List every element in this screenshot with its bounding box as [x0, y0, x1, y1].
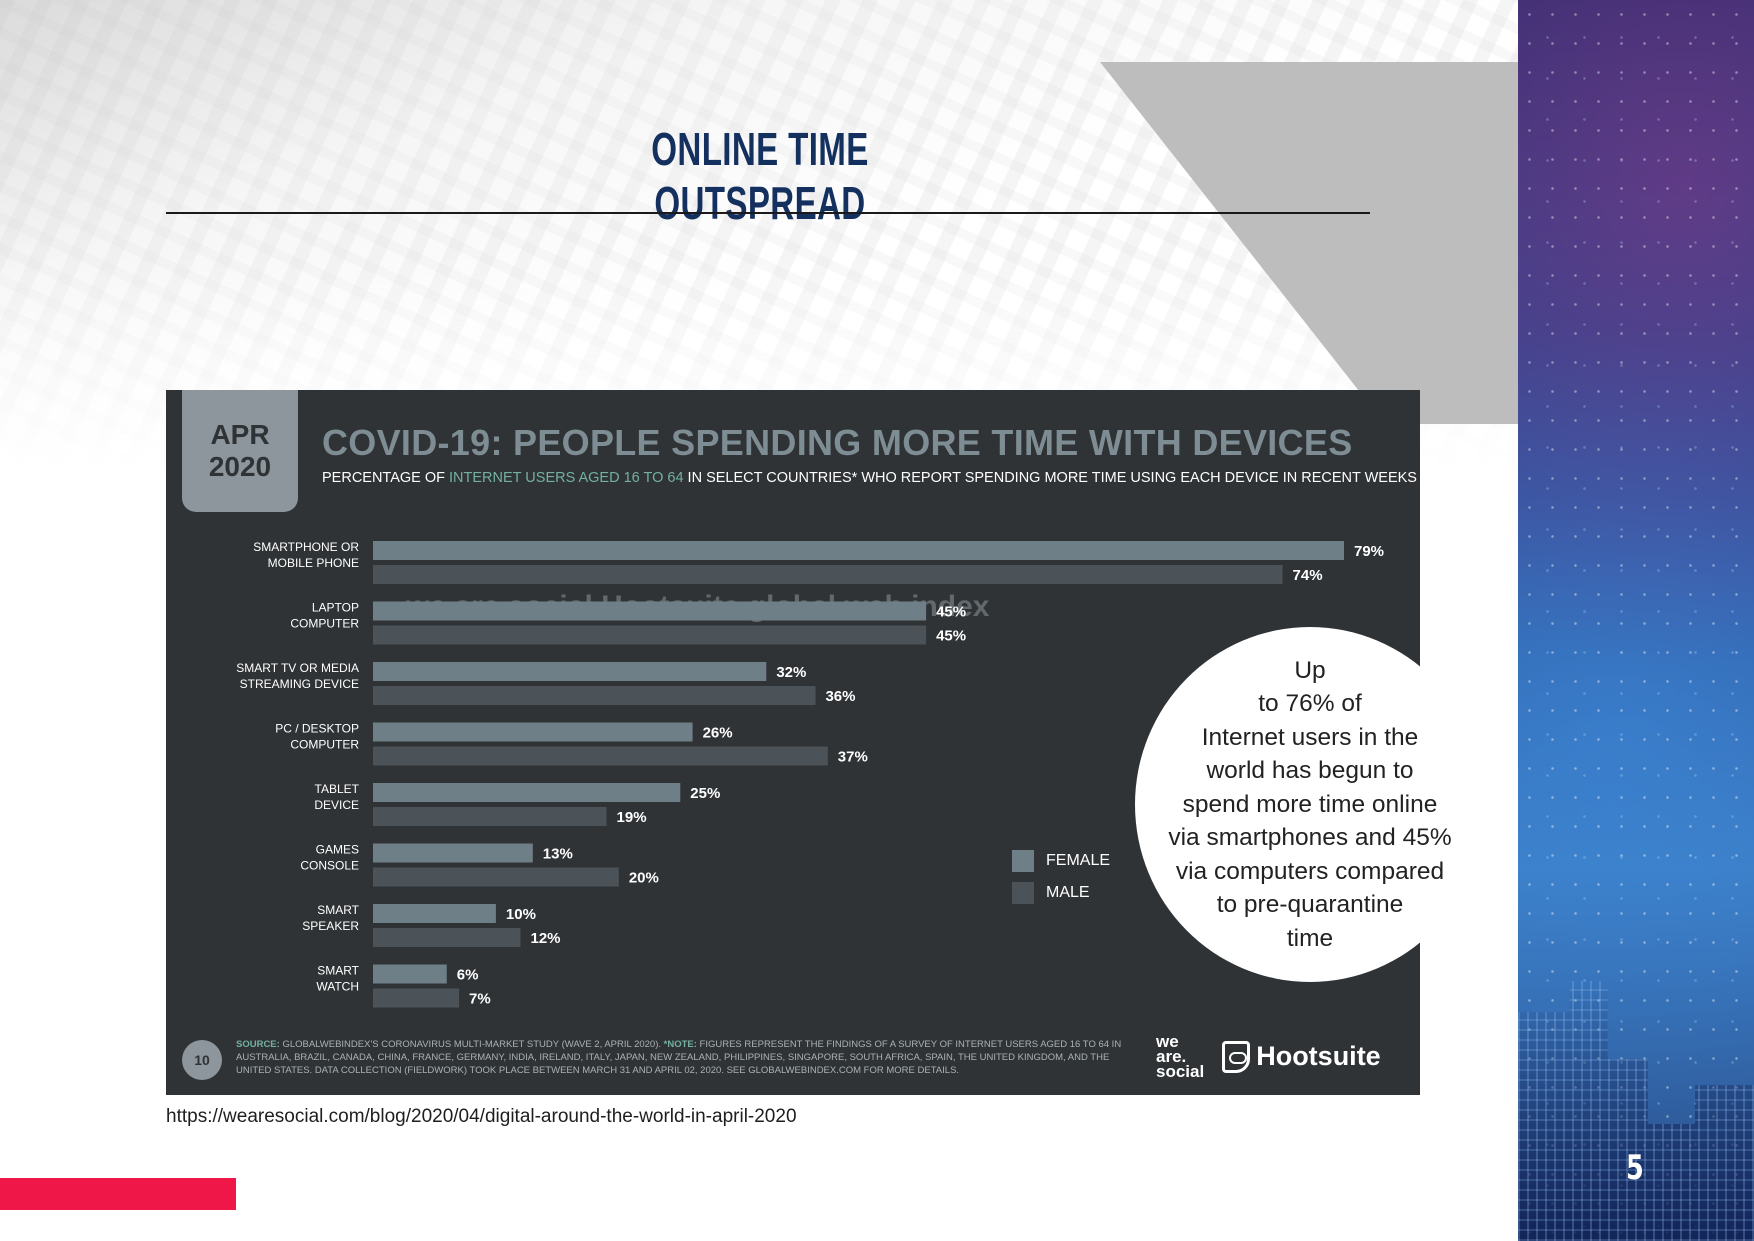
bar-male	[373, 746, 828, 766]
we-are-social-logo: we are. social	[1156, 1032, 1205, 1081]
bar-value-label: 26%	[703, 725, 733, 742]
bar-male	[373, 928, 521, 947]
category-label: GAMES CONSOLE	[300, 843, 359, 873]
bar-value-label: 10%	[506, 906, 536, 923]
chart-title: COVID-19: PEOPLE SPENDING MORE TIME WITH…	[322, 422, 1353, 463]
bar-female	[373, 541, 1344, 560]
callout-circle: Up to 76% of Internet users in the world…	[1135, 627, 1485, 982]
bar-chart: SMARTPHONE OR MOBILE PHONE 79% 74% LAPTOP COM…	[236, 540, 1384, 1008]
category-label: SMARTPHONE OR MOBILE PHONE	[253, 540, 359, 570]
note-text: FIGURES REPRESENT THE FINDINGS OF A SURV…	[236, 1039, 1122, 1076]
category-label: LAPTOP COMPUTER	[290, 601, 359, 631]
bar-value-label: 37%	[838, 749, 868, 766]
category-label: TABLET DEVICE	[314, 782, 359, 812]
date-year: 2020	[208, 451, 272, 482]
legend-label-male: MALE	[1046, 884, 1090, 901]
we-are-social-logo-line: social	[1156, 1062, 1205, 1081]
subtitle-highlight: INTERNET USERS AGED 16 TO 64	[449, 470, 684, 486]
we-are-social-logo-line: are.	[1156, 1047, 1187, 1066]
subtitle-suffix: IN SELECT COUNTRIES* WHO REPORT SPENDING…	[683, 470, 1417, 486]
bar-female	[373, 662, 767, 681]
bar-female	[373, 783, 681, 802]
we-are-social-logo-line: we	[1156, 1032, 1179, 1051]
owl-icon	[1222, 1040, 1251, 1073]
callout-text: Up to 76% of Internet users in the world…	[1168, 656, 1452, 952]
category-label: PC / DESKTOP COMPUTER	[275, 722, 359, 752]
bar-value-label: 25%	[690, 785, 720, 802]
chart-subtitle: PERCENTAGE OF INTERNET USERS AGED 16 TO …	[322, 470, 1417, 486]
bar-female	[373, 601, 927, 621]
bar-male	[373, 807, 607, 826]
date-tab: APR 2020	[182, 390, 298, 512]
subtitle-prefix: PERCENTAGE OF	[322, 470, 450, 486]
date-month: APR	[210, 419, 270, 450]
bar-male	[373, 565, 1283, 584]
legend-swatch-female	[1012, 850, 1034, 872]
bar-female	[373, 964, 447, 984]
accent-bar	[0, 1178, 236, 1210]
hootsuite-logo: Hootsuite	[1222, 1040, 1381, 1073]
slide-number-badge: 10	[182, 1040, 222, 1080]
title-divider	[166, 212, 1370, 214]
bar-value-label: 6%	[457, 967, 479, 984]
chart-legend: FEMALE MALE	[1012, 845, 1110, 909]
bar-value-label: 45%	[936, 604, 966, 621]
bar-value-label: 79%	[1354, 543, 1384, 560]
slide-title: ONLINE TIME OUTSPREAD	[651, 123, 869, 229]
hootsuite-wordmark: Hootsuite	[1256, 1041, 1381, 1071]
bar-value-label: 19%	[617, 809, 647, 826]
bar-male	[373, 988, 460, 1008]
bar-female	[373, 843, 533, 863]
footer-logos: we are. social Hootsuite	[1156, 1032, 1381, 1081]
page-number: 5	[1626, 1148, 1644, 1188]
bar-value-label: 36%	[825, 688, 855, 705]
source-text: GLOBALWEBINDEX'S CORONAVIRUS MULTI-MARKE…	[279, 1039, 664, 1050]
legend-item-female: FEMALE	[1012, 845, 1110, 877]
legend-item-male: MALE	[1012, 877, 1110, 909]
source-note: SOURCE: GLOBALWEBINDEX'S CORONAVIRUS MUL…	[236, 1038, 1136, 1077]
note-label: *NOTE:	[663, 1039, 697, 1050]
bar-value-label: 32%	[776, 664, 806, 681]
category-label: SMART WATCH	[316, 964, 359, 994]
legend-label-female: FEMALE	[1046, 852, 1111, 869]
bar-value-label: 12%	[530, 930, 560, 947]
bar-female	[373, 904, 496, 923]
bar-value-label: 45%	[936, 628, 966, 645]
source-link[interactable]: https://wearesocial.com/blog/2020/04/dig…	[166, 1106, 797, 1127]
bar-value-label: 7%	[469, 991, 491, 1008]
bar-male	[373, 867, 619, 887]
category-label: SMART SPEAKER	[302, 903, 359, 933]
bar-value-label: 13%	[543, 846, 573, 863]
category-label: SMART TV OR MEDIA STREAMING DEVICE	[236, 661, 359, 691]
legend-swatch-male	[1012, 882, 1034, 904]
right-decorative-panel	[1518, 0, 1754, 1241]
source-label: SOURCE:	[236, 1039, 280, 1050]
bar-value-label: 74%	[1293, 567, 1323, 584]
bar-value-label: 20%	[629, 870, 659, 887]
bar-male	[373, 625, 927, 645]
bar-male	[373, 686, 816, 705]
bar-female	[373, 722, 693, 742]
